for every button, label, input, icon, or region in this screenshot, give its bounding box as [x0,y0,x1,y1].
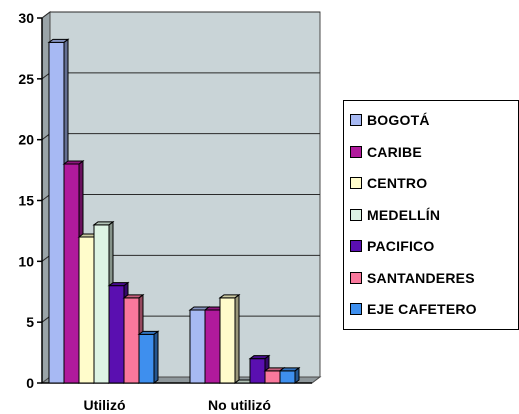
y-tick-label: 5 [26,314,34,330]
legend-swatch [350,208,362,221]
legend-label: SANTANDERES [367,269,475,286]
legend-label: PACIFICO [367,238,435,254]
legend-swatch [350,271,362,284]
bar [278,366,301,384]
legend-swatch [350,240,362,252]
x-axis-categories: Utilizó No utilizó [84,397,272,413]
legend-item: EJE CAFETERO [350,298,477,320]
legend-label: CARIBE [367,143,422,160]
y-axis-ticks: 0 5 10 15 20 25 30 [18,10,42,391]
legend-item: PACIFICO [350,235,434,257]
legend-label: CENTRO [367,175,428,191]
y-tick-label: 25 [18,71,34,87]
legend-label: MEDELLÍN [367,206,441,223]
bars [47,38,301,384]
y-tick-label: 15 [18,193,34,209]
bar [218,293,241,384]
legend-label: EJE CAFETERO [367,301,477,317]
legend-item: SANTANDERES [350,267,475,289]
legend-swatch [350,303,362,315]
y-tick-label: 10 [18,253,34,269]
bar [137,330,160,384]
y-tick-label: 30 [18,10,34,26]
legend-item: MEDELLÍN [350,204,440,226]
legend-swatch [350,145,362,158]
legend-item: CENTRO [350,172,427,194]
x-category-label: Utilizó [84,397,126,413]
y-tick-label: 0 [26,375,34,391]
y-tick-label: 20 [18,132,34,148]
legend-item: BOGOTÁ [350,109,430,131]
legend-swatch [350,177,362,189]
legend-swatch [350,114,362,126]
legend: BOGOTÁ CARIBE CENTRO MEDELLÍN PACIFICO SANTAN… [343,100,519,330]
legend-item: CARIBE [350,141,422,163]
gridline [41,11,320,19]
x-category-label: No utilizó [208,397,271,413]
legend-label: BOGOTÁ [367,112,430,128]
